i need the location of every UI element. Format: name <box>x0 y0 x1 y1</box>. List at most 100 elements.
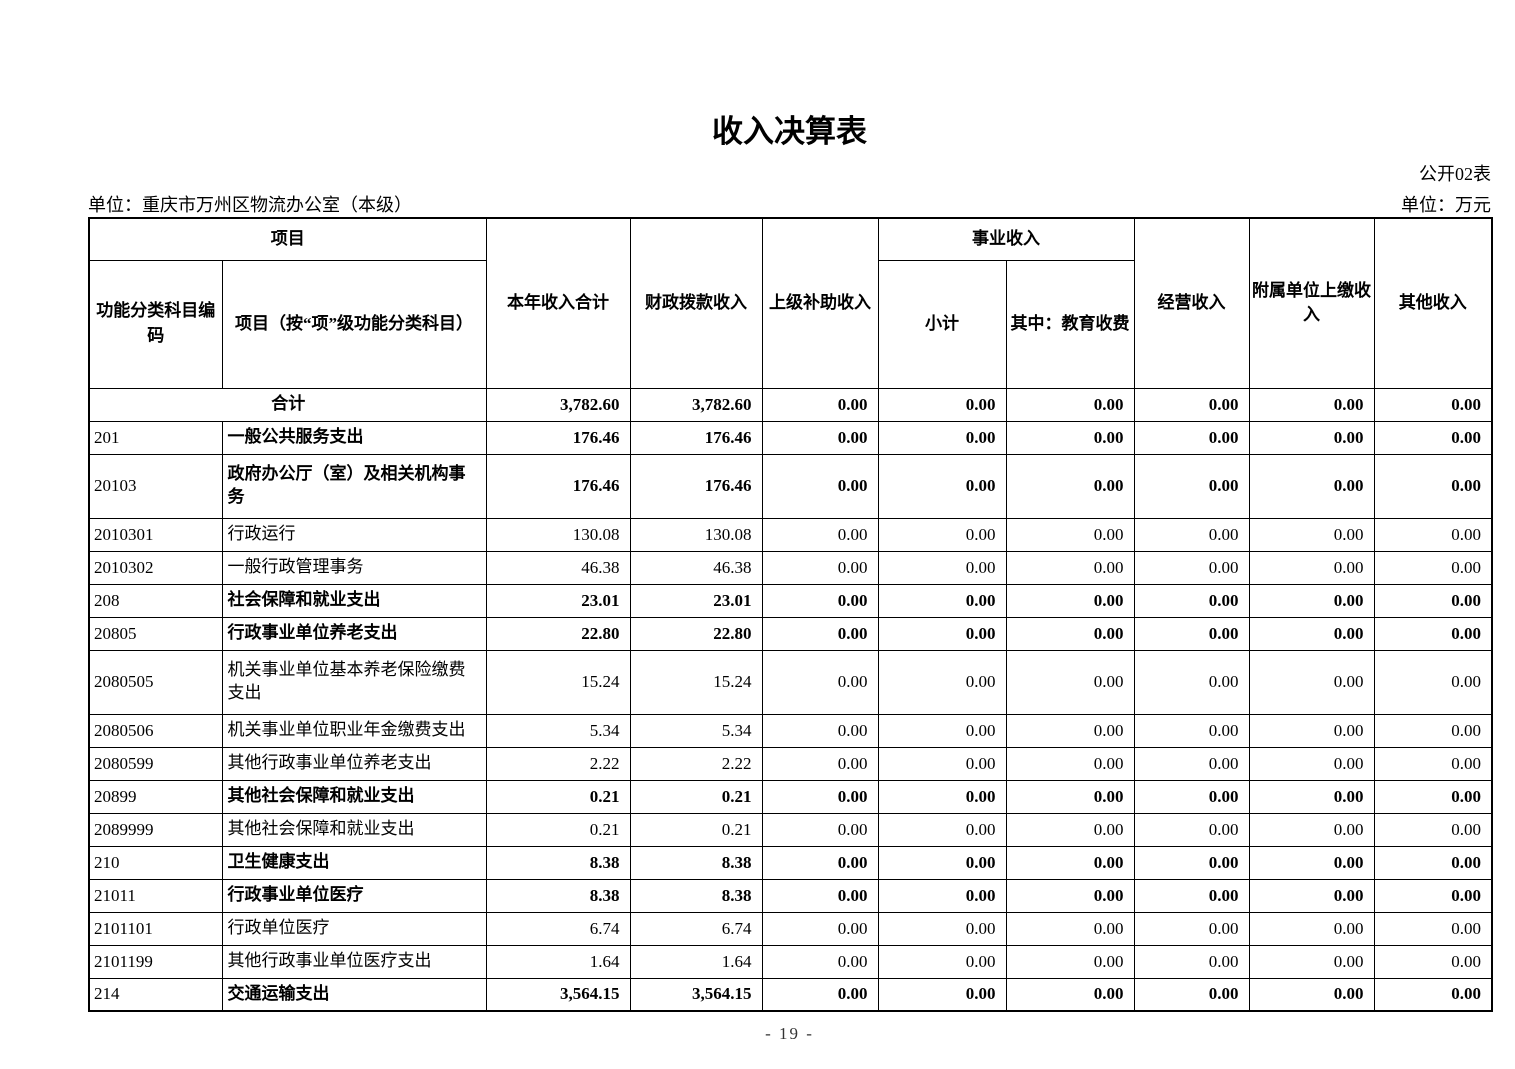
row-value: 15.24 <box>629 649 763 715</box>
row-value: 0.00 <box>1133 616 1250 651</box>
row-value: 0.00 <box>1373 944 1493 979</box>
row-value: 0.00 <box>1133 878 1250 913</box>
row-name: 行政单位医疗 <box>221 911 487 946</box>
row-value: 0.00 <box>1133 746 1250 781</box>
header-row-2: 功能分类科目编码 项目（按“项”级功能分类科目） 小计 其中：教育收费 <box>88 259 1492 389</box>
row-value: 0.00 <box>877 845 1007 880</box>
header-fiscal-allocation: 财政拨款收入 <box>629 217 763 389</box>
row-name: 行政事业单位医疗 <box>221 878 487 913</box>
row-code: 2089999 <box>88 812 223 847</box>
row-code: 214 <box>88 977 223 1012</box>
row-value: 0.00 <box>1248 713 1375 748</box>
row-name: 其他行政事业单位养老支出 <box>221 746 487 781</box>
page-number: - 19 - <box>765 1024 814 1043</box>
page-title: 收入决算表 <box>712 114 867 149</box>
row-value: 23.01 <box>485 583 631 618</box>
row-name: 一般公共服务支出 <box>221 420 487 455</box>
reporting-unit: 单位：重庆市万州区物流办公室（本级） <box>88 195 412 215</box>
row-value: 176.46 <box>629 420 763 455</box>
row-value: 0.00 <box>1248 746 1375 781</box>
row-code: 2080505 <box>88 649 223 715</box>
row-value: 176.46 <box>485 453 631 519</box>
row-name: 交通运输支出 <box>221 977 487 1012</box>
row-value: 0.00 <box>1133 550 1250 585</box>
row-value: 0.00 <box>1373 420 1493 455</box>
row-value: 0.00 <box>1133 977 1250 1012</box>
row-value: 0.00 <box>1248 616 1375 651</box>
row-value: 0.00 <box>1248 583 1375 618</box>
row-code: 2080599 <box>88 746 223 781</box>
row-value: 0.00 <box>1248 387 1375 422</box>
row-value: 8.38 <box>485 845 631 880</box>
row-value: 8.38 <box>485 878 631 913</box>
row-value: 2.22 <box>629 746 763 781</box>
row-value: 0.00 <box>877 911 1007 946</box>
row-value: 0.00 <box>1373 911 1493 946</box>
row-value: 0.00 <box>1133 583 1250 618</box>
row-value: 0.00 <box>761 812 879 847</box>
row-value: 0.00 <box>761 550 879 585</box>
header-other-income: 其他收入 <box>1373 217 1493 389</box>
row-value: 0.00 <box>1133 420 1250 455</box>
header-affiliated-unit: 附属单位上缴收入 <box>1248 217 1375 389</box>
row-value: 0.00 <box>1133 713 1250 748</box>
row-value: 0.00 <box>1005 779 1135 814</box>
row-value: 5.34 <box>485 713 631 748</box>
row-value: 0.00 <box>761 420 879 455</box>
row-value: 1.64 <box>485 944 631 979</box>
row-value: 0.00 <box>1248 845 1375 880</box>
row-value: 0.00 <box>1005 944 1135 979</box>
row-value: 0.00 <box>1005 746 1135 781</box>
row-value: 0.00 <box>1373 779 1493 814</box>
row-name: 行政运行 <box>221 517 487 552</box>
row-value: 0.00 <box>1248 812 1375 847</box>
table-row: 2010301 行政运行 130.08 130.08 0.00 0.00 0.00 0.00 0… <box>88 517 1493 552</box>
row-code: 2010302 <box>88 550 223 585</box>
row-total-label: 合计 <box>88 387 487 422</box>
row-code: 2101101 <box>88 911 223 946</box>
row-name: 一般行政管理事务 <box>221 550 487 585</box>
row-value: 0.00 <box>877 583 1007 618</box>
row-value: 46.38 <box>629 550 763 585</box>
row-value: 0.00 <box>1005 911 1135 946</box>
header-business-income-group: 事业收入 <box>877 217 1135 261</box>
table-row: 20805 行政事业单位养老支出 22.80 22.80 0.00 0.00 0.00 0.0… <box>88 616 1493 651</box>
row-value: 130.08 <box>485 517 631 552</box>
row-value: 0.00 <box>1373 845 1493 880</box>
row-value: 0.00 <box>1005 517 1135 552</box>
row-value: 0.00 <box>761 944 879 979</box>
row-value: 0.00 <box>1133 453 1250 519</box>
row-value: 0.00 <box>1005 616 1135 651</box>
row-value: 2.22 <box>485 746 631 781</box>
revenue-table: 项目 本年收入合计 财政拨款收入 上级补助收入 事业收入 经营收入 附属单位上缴… <box>88 217 1493 1012</box>
row-value: 0.00 <box>1248 517 1375 552</box>
header-row-1: 项目 本年收入合计 财政拨款收入 上级补助收入 事业收入 经营收入 附属单位上缴… <box>88 217 1493 389</box>
row-value: 0.00 <box>1248 878 1375 913</box>
row-value: 15.24 <box>485 649 631 715</box>
row-name: 其他社会保障和就业支出 <box>221 779 487 814</box>
row-value: 0.00 <box>1248 649 1375 715</box>
row-value: 0.00 <box>1373 649 1493 715</box>
row-value: 0.00 <box>1248 977 1375 1012</box>
row-value: 0.00 <box>1133 845 1250 880</box>
row-value: 0.21 <box>485 812 631 847</box>
row-code: 20899 <box>88 779 223 814</box>
row-code: 20805 <box>88 616 223 651</box>
row-value: 0.00 <box>761 845 879 880</box>
row-value: 0.21 <box>629 779 763 814</box>
header-superior-subsidy: 上级补助收入 <box>761 217 879 389</box>
row-value: 0.00 <box>1005 977 1135 1012</box>
header-education-fee: 其中：教育收费 <box>1005 259 1135 389</box>
row-value: 0.00 <box>877 713 1007 748</box>
row-value: 5.34 <box>629 713 763 748</box>
table-row: 210 卫生健康支出 8.38 8.38 0.00 0.00 0.00 0.00 0.00 0.0… <box>88 845 1493 880</box>
row-value: 0.00 <box>877 812 1007 847</box>
row-value: 0.00 <box>877 517 1007 552</box>
currency-unit: 单位：万元 <box>1401 195 1491 215</box>
row-value: 0.00 <box>877 550 1007 585</box>
row-value: 0.00 <box>877 420 1007 455</box>
row-value: 0.00 <box>761 878 879 913</box>
row-value: 0.00 <box>1248 779 1375 814</box>
row-value: 0.00 <box>1005 878 1135 913</box>
row-value: 0.00 <box>1133 911 1250 946</box>
